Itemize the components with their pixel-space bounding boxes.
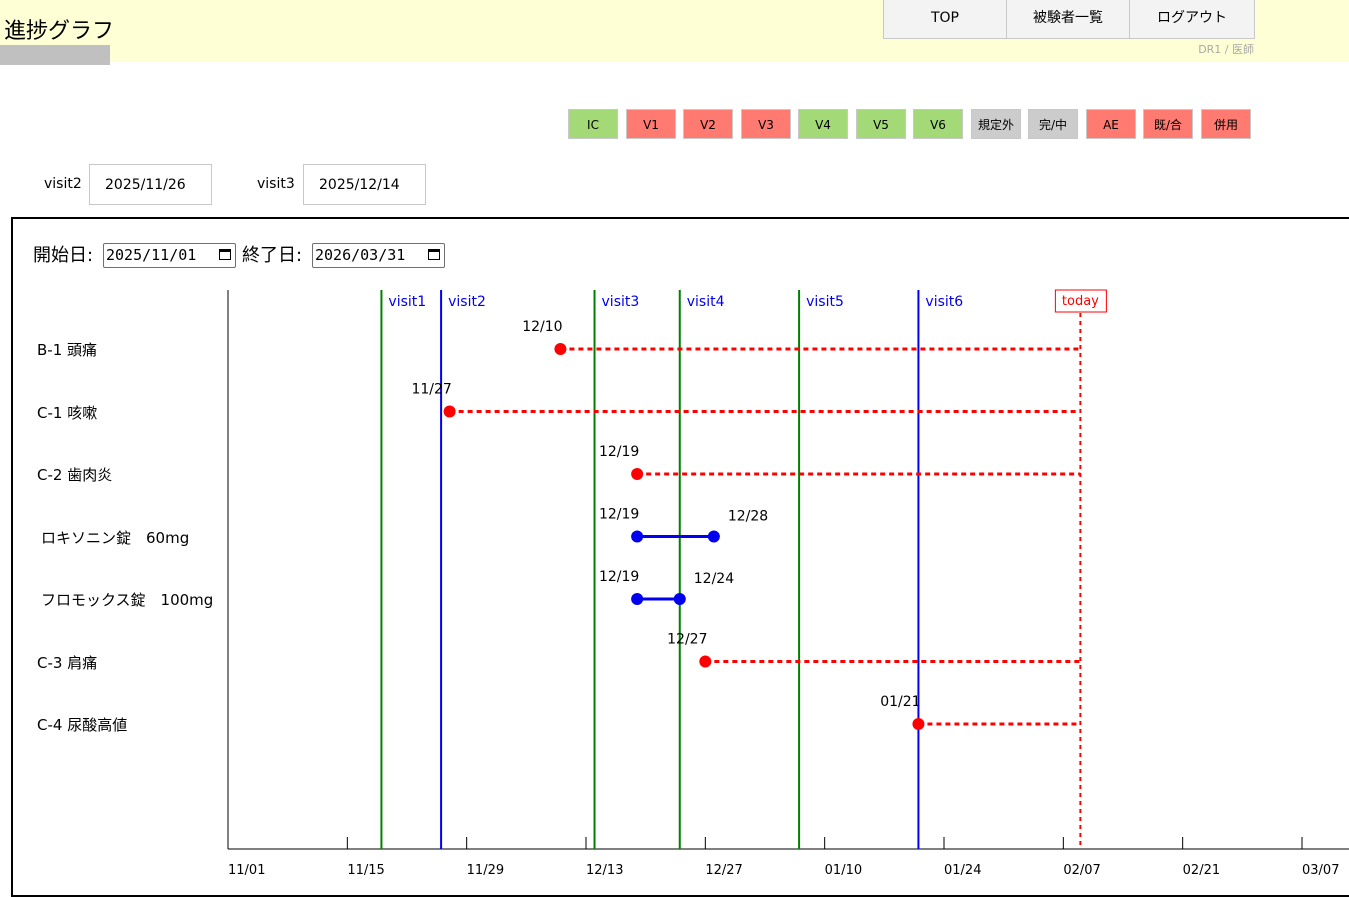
event-row-label: B-1 頭痛: [37, 341, 98, 359]
event-row-label: C-4 尿酸高値: [37, 716, 128, 734]
start-date-label: 開始日:: [33, 245, 94, 266]
x-tick-label: 02/07: [1063, 863, 1100, 878]
legend-button-ae[interactable]: AE: [1086, 109, 1136, 139]
event-end-label: 12/24: [694, 571, 734, 587]
visit3-date-input[interactable]: [303, 164, 426, 205]
x-tick-label: 12/27: [705, 863, 742, 878]
calendar-icon[interactable]: [219, 249, 231, 260]
visit-line-label: visit1: [388, 294, 426, 310]
x-tick-label: 01/24: [944, 863, 981, 878]
event-row-label: C-1 咳嗽: [37, 403, 98, 422]
x-tick-label: 11/15: [347, 863, 384, 878]
end-date-label: 終了日:: [242, 245, 303, 266]
event-end-point: [707, 530, 720, 543]
x-tick-label: 02/21: [1183, 863, 1220, 878]
event-start-point: [912, 718, 925, 730]
x-tick-label: 11/01: [228, 863, 265, 878]
x-tick-label: 12/13: [586, 863, 623, 878]
visit3-label: visit3: [257, 176, 295, 192]
legend-button-v3[interactable]: V3: [741, 109, 791, 139]
start-date-value: 2025/11/01: [106, 246, 197, 264]
event-start-point: [631, 593, 644, 605]
visit-line-label: visit4: [687, 294, 725, 310]
x-tick-label: 01/10: [825, 863, 862, 878]
top-nav: TOP 被験者一覧 ログアウト: [883, 0, 1255, 39]
event-start-label: 12/19: [599, 507, 639, 523]
legend-button-ic[interactable]: IC: [568, 109, 618, 139]
event-end-point: [673, 593, 686, 605]
event-start-label: 12/19: [599, 444, 639, 460]
x-tick-label: 03/07: [1302, 863, 1339, 878]
visit-line-label: visit3: [602, 294, 640, 310]
legend-button-v4[interactable]: V4: [798, 109, 848, 139]
legend-button-v6[interactable]: V6: [913, 109, 963, 139]
legend-button-unscheduled[interactable]: 規定外: [971, 109, 1021, 139]
legend-button-v2[interactable]: V2: [683, 109, 733, 139]
x-tick-label: 11/29: [467, 863, 504, 878]
user-role: DR1 / 医師: [1198, 43, 1254, 56]
event-start-label: 12/19: [599, 569, 639, 585]
visit2-label: visit2: [44, 176, 82, 192]
nav-top-button[interactable]: TOP: [884, 0, 1007, 38]
calendar-icon[interactable]: [428, 249, 440, 260]
legend-button-history[interactable]: 既/合: [1143, 109, 1193, 139]
today-marker-box: [1054, 289, 1107, 313]
nav-subject-list-button[interactable]: 被験者一覧: [1007, 0, 1130, 38]
legend-button-complete[interactable]: 完/中: [1028, 109, 1078, 139]
start-date-input[interactable]: 2025/11/01: [103, 243, 236, 268]
event-start-point: [699, 655, 712, 668]
event-row-label: フロモックス錠 100mg: [41, 591, 214, 609]
event-start-point: [554, 343, 567, 355]
visit-line-label: visit2: [448, 294, 486, 310]
page-title: 進捗グラフ: [4, 19, 115, 44]
header-bar: 進捗グラフ TOP 被験者一覧 ログアウト DR1 / 医師: [0, 0, 1349, 65]
legend-button-v5[interactable]: V5: [856, 109, 906, 139]
event-start-label: 11/27: [411, 382, 451, 398]
visit2-date-input[interactable]: [89, 164, 212, 205]
nav-logout-button[interactable]: ログアウト: [1157, 10, 1227, 26]
event-start-point: [631, 530, 644, 543]
visit-line-label: visit5: [806, 294, 844, 310]
legend-button-v1[interactable]: V1: [626, 109, 676, 139]
legend-button-concomitant[interactable]: 併用: [1201, 109, 1251, 139]
today-label: today: [1062, 294, 1099, 309]
event-start-point: [443, 405, 456, 418]
event-start-point: [631, 468, 644, 480]
event-end-label: 12/28: [728, 509, 768, 525]
end-date-input[interactable]: 2026/03/31: [312, 243, 445, 268]
event-start-label: 12/27: [667, 632, 707, 648]
event-row-label: C-2 歯肉炎: [37, 466, 113, 484]
event-row-label: ロキソニン錠 60mg: [41, 528, 190, 547]
event-start-label: 12/10: [522, 319, 562, 335]
event-row-label: C-3 肩痛: [37, 653, 98, 672]
end-date-value: 2026/03/31: [315, 246, 406, 264]
visit-line-label: visit6: [925, 294, 963, 310]
event-start-label: 01/21: [880, 694, 920, 710]
title-underline-bar: [0, 45, 110, 65]
